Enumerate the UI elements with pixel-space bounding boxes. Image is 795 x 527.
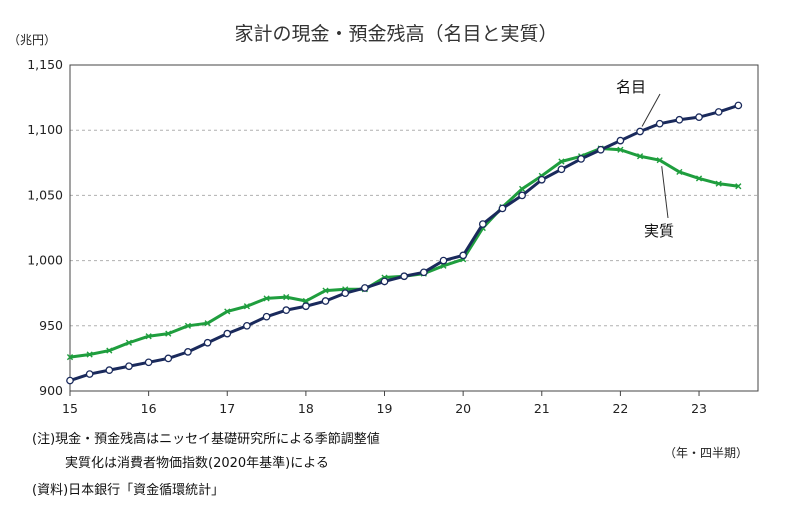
y-axis-ticks: 900 950 1,000 1,050 1,100 1,150	[27, 57, 63, 398]
data-point	[636, 127, 644, 136]
data-point	[459, 251, 467, 260]
data-point	[66, 376, 74, 385]
data-point	[675, 115, 684, 124]
y-tick-label: 1,100	[27, 122, 63, 137]
data-point	[361, 284, 369, 292]
series-layer	[66, 101, 743, 385]
data-point	[616, 136, 625, 145]
data-point	[518, 191, 526, 200]
data-point	[86, 351, 93, 358]
data-point	[125, 339, 133, 346]
y-tick-label: 950	[39, 318, 63, 333]
data-point	[322, 287, 329, 294]
x-tick-label: 15	[62, 401, 78, 416]
data-point	[283, 294, 290, 301]
y-tick-label: 1,050	[27, 187, 63, 202]
data-point	[419, 268, 428, 277]
x-tick-label: 17	[219, 401, 235, 416]
data-point	[321, 297, 330, 305]
data-point	[439, 256, 448, 265]
data-point	[498, 204, 507, 213]
series-nominal	[66, 101, 743, 385]
data-point	[282, 306, 291, 315]
data-point	[105, 366, 114, 374]
real-series-label: 実質	[644, 222, 674, 240]
note-source: (資料)日本銀行「資金循環統計」	[32, 483, 225, 498]
data-point	[440, 262, 447, 269]
data-point	[66, 354, 74, 361]
data-point	[204, 320, 211, 327]
data-point	[203, 338, 212, 347]
data-point	[164, 354, 173, 363]
nominal-leader-line	[641, 93, 661, 127]
data-point	[617, 146, 624, 153]
data-point	[302, 302, 310, 311]
data-point	[596, 145, 605, 154]
note-real-deflator: 実質化は消費者物価指数(2020年基準)による	[65, 456, 329, 471]
x-tick-label: 22	[612, 401, 628, 416]
data-point	[400, 272, 409, 281]
data-point	[558, 158, 565, 165]
x-tick-label: 18	[298, 401, 314, 416]
data-point	[341, 289, 350, 298]
data-point	[636, 153, 644, 160]
data-point	[537, 175, 546, 184]
series-line	[69, 146, 739, 359]
data-point	[695, 113, 703, 122]
y-tick-label: 1,000	[27, 253, 63, 268]
y-tick-label: 1,150	[27, 57, 63, 72]
data-point	[223, 329, 232, 338]
data-point	[302, 297, 309, 305]
series-real	[66, 145, 742, 361]
y-tick-label: 900	[39, 383, 63, 398]
data-point	[577, 155, 585, 163]
data-point	[519, 185, 526, 192]
x-tick-label: 21	[534, 401, 550, 416]
data-point	[478, 220, 487, 228]
series-line	[69, 104, 739, 382]
data-point	[714, 108, 723, 116]
x-tick-label: 20	[455, 401, 471, 416]
plot-area	[69, 64, 759, 392]
x-tick-label: 19	[377, 401, 393, 416]
data-point	[106, 347, 113, 354]
data-point	[243, 321, 251, 330]
y-axis-unit: （兆円）	[8, 33, 56, 47]
x-axis-unit: （年・四半期）	[664, 446, 748, 460]
chart-title: 家計の現金・預金残高（名目と実質）	[234, 23, 557, 45]
data-point	[655, 119, 664, 128]
data-point	[184, 348, 192, 356]
data-point	[734, 101, 743, 110]
note-seasonal-adjustment: (注)現金・預金残高はニッセイ基礎研究所による季節調整値	[32, 432, 380, 447]
x-tick-label: 16	[141, 401, 157, 416]
x-tick-label: 23	[691, 401, 707, 416]
data-point	[263, 295, 270, 302]
data-point	[676, 168, 683, 176]
data-point	[165, 330, 172, 337]
plot-border	[69, 64, 759, 392]
data-point	[243, 303, 251, 310]
data-point	[735, 183, 742, 190]
data-point	[695, 175, 703, 182]
data-point	[557, 165, 566, 174]
data-point	[125, 362, 133, 371]
data-point	[262, 312, 271, 321]
data-point	[144, 358, 153, 367]
data-point	[380, 277, 389, 286]
data-point	[715, 180, 722, 187]
data-point	[224, 308, 231, 315]
nominal-series-label: 名目	[616, 78, 646, 96]
x-axis-ticks: 15 16 17 18 19 20 21 22 23	[62, 391, 707, 416]
data-point	[184, 322, 192, 329]
data-point	[656, 157, 663, 164]
data-point	[145, 333, 152, 340]
data-point	[85, 370, 94, 378]
real-leader-line	[661, 166, 669, 219]
